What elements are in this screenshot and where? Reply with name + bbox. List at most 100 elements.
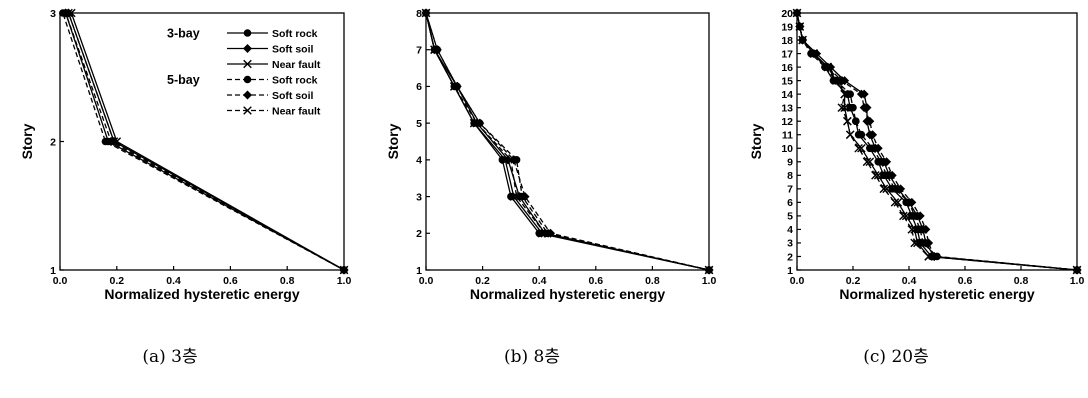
plot-frame: [796, 12, 1078, 271]
data-point: [843, 116, 852, 126]
data-point: [834, 76, 844, 85]
x-tick-label: 0.2: [475, 275, 490, 287]
x-tick-label: 0.6: [958, 275, 973, 287]
data-point: [882, 157, 892, 167]
data-point: [512, 192, 521, 201]
data-point: [929, 251, 939, 261]
data-point: [887, 170, 897, 180]
y-tick-label: 12: [781, 116, 793, 128]
y-tick-label: 6: [787, 197, 793, 209]
y-tick-label: 6: [416, 81, 422, 93]
data-point: [430, 45, 439, 55]
data-point: [101, 137, 110, 146]
chart-panel-3: 0.0 0.2 0.4 0.6 0.8 1.01234567891011121314151…: [748, 8, 1084, 367]
series-3-bay-near-fault: [421, 8, 714, 275]
y-tick-label: 20: [781, 8, 793, 20]
series-5-bay-near-fault: [792, 8, 1082, 275]
series-5-bay-near-fault: [421, 8, 714, 275]
series-line: [796, 12, 1078, 271]
y-tick-label: 17: [781, 48, 793, 60]
y-tick-label: 4: [787, 224, 793, 236]
data-point: [924, 238, 934, 248]
y-axis-label: Story: [385, 123, 401, 159]
y-tick-label: 1: [787, 265, 793, 277]
data-point: [901, 211, 911, 221]
legend-label: Near fault: [272, 105, 321, 117]
y-tick-label: 11: [782, 130, 793, 142]
data-point: [452, 81, 462, 91]
y-tick-label: 2: [416, 228, 422, 240]
data-point: [67, 8, 76, 18]
plot-frame: [425, 12, 710, 271]
x-tick-label: 1.0: [702, 275, 717, 287]
data-point: [913, 238, 922, 248]
data-point: [877, 157, 885, 166]
x-tick-label: 0.0: [53, 275, 68, 287]
y-tick-label: 13: [781, 102, 793, 114]
series-line: [62, 12, 345, 271]
data-point: [339, 265, 349, 275]
x-tick-label: 0.4: [166, 275, 181, 287]
x-tick-label: 1.0: [1070, 275, 1085, 287]
panel-caption: (c) 20층: [863, 347, 928, 367]
series-3-bay-soft-soil: [792, 8, 1082, 275]
data-point: [891, 185, 899, 193]
y-tick-label: 5: [787, 211, 793, 223]
series-line: [796, 12, 1078, 271]
data-point: [798, 35, 807, 45]
series-line: [425, 12, 710, 271]
data-point: [857, 130, 866, 139]
series-5-bay-near-fault: [64, 8, 349, 275]
x-tick-label: 0.4: [532, 275, 547, 287]
data-point: [882, 184, 891, 194]
x-tick-label: 0.4: [902, 275, 917, 287]
series-line: [425, 12, 710, 271]
x-tick-label: 0.2: [846, 275, 861, 287]
data-point: [109, 137, 119, 146]
data-point: [840, 103, 849, 112]
legend-label: Soft rock: [272, 28, 318, 40]
data-point: [924, 252, 933, 261]
data-point: [64, 8, 73, 18]
panel-caption: (a) 3층: [142, 347, 197, 367]
y-tick-label: 18: [781, 35, 793, 47]
data-point: [916, 225, 924, 234]
series-line: [425, 12, 710, 271]
data-point: [421, 8, 431, 18]
data-point: [546, 228, 556, 238]
legend-group-label: 3-bay: [167, 27, 200, 41]
legend-entry: 3-bay Soft rock: [167, 27, 318, 41]
legend-marker: [243, 44, 252, 53]
x-tick-label: 0.8: [280, 275, 295, 287]
data-point: [873, 143, 883, 153]
legend-label: Soft soil: [272, 90, 313, 102]
chart-panel-2: 0.0 0.2 0.4 0.6 0.8 1.0 1 2 3 4 5 6 7 8 Normalized hys…: [385, 8, 716, 367]
data-point: [868, 144, 877, 153]
x-tick-label: 0.6: [223, 275, 238, 287]
data-point: [856, 89, 866, 99]
y-tick-label: 2: [50, 136, 56, 148]
series-line: [425, 12, 710, 271]
data-point: [837, 103, 847, 112]
legend-marker: [243, 90, 252, 100]
data-point: [896, 184, 906, 194]
data-point: [845, 130, 855, 140]
data-point: [915, 211, 925, 221]
data-point: [907, 225, 917, 234]
data-point: [890, 198, 900, 207]
data-point: [849, 103, 857, 112]
y-tick-label: 14: [781, 89, 793, 101]
legend-entry: Near fault: [227, 59, 321, 71]
series-line: [796, 12, 1078, 271]
data-point: [846, 90, 854, 98]
x-tick-label: 1.0: [337, 275, 352, 287]
y-axis-label: Story: [748, 123, 764, 159]
data-point: [840, 89, 849, 99]
y-tick-label: 8: [416, 8, 422, 20]
series-3-bay-soft-soil: [421, 8, 714, 275]
x-axis-label: Normalized hysteretic energy: [839, 286, 1035, 302]
y-tick-label: 16: [781, 62, 793, 74]
data-point: [907, 197, 917, 207]
chart-panel-1: 0.0 0.2 0.4 0.6 0.8 1.0 1 2 3 Normalized hysteret…: [19, 8, 351, 367]
